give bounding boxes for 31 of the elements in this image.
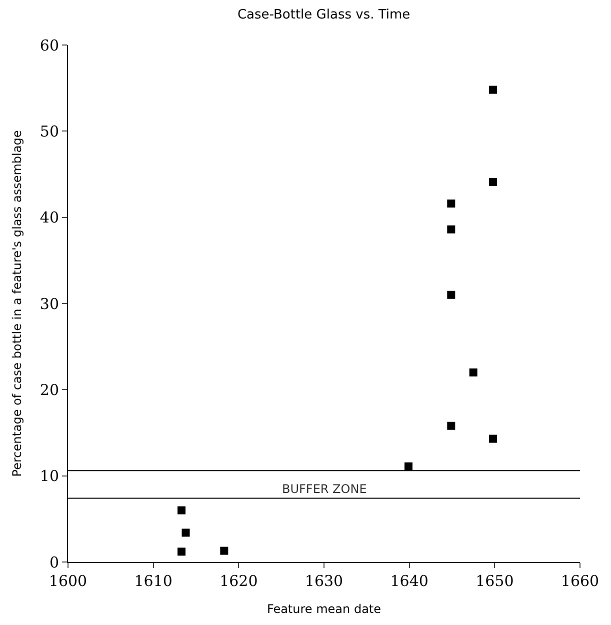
point [177, 548, 186, 556]
x-tick-label: 1610 [134, 572, 172, 590]
y-tick-label: 50 [40, 122, 59, 140]
point [469, 368, 478, 376]
x-tick-label: 1660 [560, 572, 600, 590]
y-axis-title: Percentage of case bottle in a feature's glass assemblage [10, 130, 24, 477]
point [447, 200, 456, 208]
x-tick-label: 1640 [390, 572, 428, 590]
point [447, 290, 456, 299]
ref-line-label: BUFFER ZONE [282, 482, 367, 496]
point [447, 225, 456, 234]
point [177, 506, 186, 514]
point [447, 422, 456, 430]
point [488, 434, 497, 443]
point [488, 86, 497, 94]
y-tick-label: 30 [40, 294, 59, 313]
x-axis-title: Feature mean date [266, 602, 382, 616]
x-tick-label: 1650 [476, 572, 514, 590]
y-tick-label: 10 [40, 467, 59, 486]
y-tick-label: 20 [40, 380, 59, 399]
y-tick-label: 0 [49, 553, 59, 572]
x-tick-label: 1620 [220, 572, 258, 590]
y-tick-label: 40 [40, 208, 59, 227]
point [182, 528, 190, 537]
point [220, 546, 228, 555]
point [488, 178, 497, 186]
x-tick-label: 1630 [304, 572, 344, 590]
y-tick-label: 60 [40, 36, 59, 54]
chart-title: Case-Bottle Glass vs. Time [237, 7, 410, 22]
point [404, 462, 412, 470]
x-tick-label: 1600 [48, 572, 88, 590]
